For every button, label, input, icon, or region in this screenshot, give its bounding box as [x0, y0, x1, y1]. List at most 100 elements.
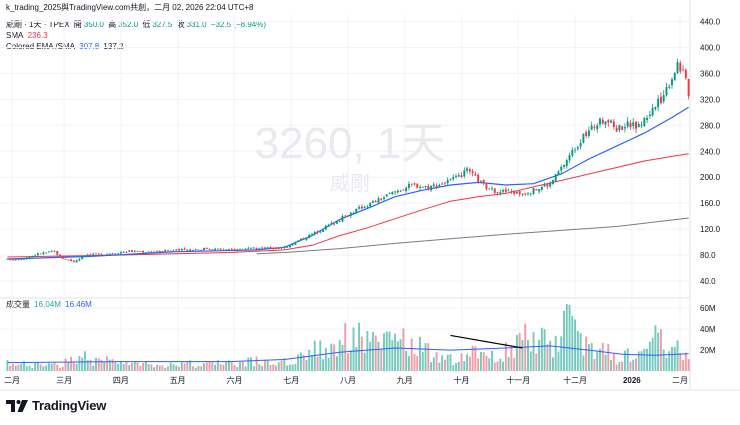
volume-bar [67, 361, 70, 371]
volume-bar [39, 364, 42, 371]
volume-bar [394, 333, 397, 371]
candle-body [6, 258, 9, 260]
time-tick-label: 十二月 [563, 375, 587, 385]
volume-bar [513, 357, 516, 371]
candle-body [128, 250, 131, 252]
volume-bar [283, 358, 286, 371]
volume-bar [155, 364, 158, 371]
volume-bar [460, 353, 463, 371]
candle-body [200, 249, 203, 251]
candle-body [529, 193, 532, 195]
volume-bar [515, 335, 518, 371]
volume-bar [180, 362, 183, 371]
volume-legend[interactable]: 成交量 16.04M 16.46M [6, 300, 94, 310]
volume-ma-line [7, 345, 689, 364]
candle-body [643, 118, 646, 127]
volume-bar [327, 357, 330, 371]
volume-bar [441, 355, 444, 371]
tradingview-logo-text: TradingView [32, 398, 107, 413]
volume-bar [214, 364, 217, 371]
time-tick-label: 2026 [623, 376, 641, 385]
volume-bar [535, 353, 538, 371]
candle-body [95, 253, 97, 255]
volume-bar [111, 359, 114, 371]
candle-body [574, 149, 577, 151]
volume-bar [407, 356, 410, 371]
candle-body [507, 190, 510, 192]
sma-legend[interactable]: SMA 236.3 [6, 31, 50, 41]
candle-body [352, 212, 355, 214]
candle-body [252, 247, 255, 249]
volume-bar [47, 363, 50, 371]
candle-body [515, 191, 518, 194]
volume-label: 成交量 [6, 300, 30, 309]
volume-bar [607, 343, 610, 371]
volume-bar [266, 360, 269, 371]
candle-body [648, 114, 651, 117]
volume-bar [587, 344, 590, 371]
sma-line [7, 153, 689, 258]
volume-bar [496, 361, 499, 371]
volume-bar [78, 356, 81, 371]
candle-body [172, 250, 175, 252]
volume-bar [86, 360, 89, 371]
candle-body [532, 187, 535, 194]
volume-bar [294, 364, 297, 371]
candle-body [604, 121, 607, 125]
candle-body [294, 241, 297, 245]
volume-bar [457, 362, 460, 371]
candle-body [599, 118, 601, 125]
candle-body [92, 253, 95, 255]
ema-legend[interactable]: Colored EMA /SMA 307.8 137.2 [6, 42, 125, 52]
candle-body [635, 121, 637, 129]
candle-body [205, 247, 208, 250]
candle-body [233, 249, 236, 251]
candle-body [659, 96, 662, 104]
candle-body [596, 125, 599, 130]
volume-bar [17, 364, 20, 371]
volume-bar [377, 341, 380, 371]
candle-body [258, 248, 261, 250]
high-label: 高 [108, 20, 117, 29]
tradingview-logo[interactable]: TradingView [6, 398, 106, 413]
volume-bar [383, 333, 385, 371]
time-tick-label: 六月 [226, 375, 242, 385]
symbol-label[interactable]: 威剛 · 1天 · TPEX [6, 20, 70, 29]
candle-body [139, 251, 142, 253]
change-value: −32.5 (−8.94%) [210, 20, 267, 29]
candle-body [371, 201, 374, 204]
candle-body [504, 189, 507, 192]
candle-body [565, 160, 568, 167]
candle-body [687, 79, 690, 97]
time-tick-label: 七月 [283, 376, 299, 385]
candle-body [305, 238, 308, 240]
candle-body [419, 187, 421, 188]
volume-bar [563, 310, 565, 371]
volume-bar [510, 345, 513, 371]
volume-bar [640, 351, 643, 371]
volume-bar [468, 356, 471, 371]
candle-body [446, 180, 449, 184]
volume-bar [626, 348, 629, 371]
volume-tick-label: 60M [700, 304, 716, 313]
candle-body [668, 86, 671, 88]
volume-bar [568, 304, 571, 371]
volume-bar [369, 341, 372, 371]
volume-value: 16.04M [34, 300, 61, 309]
axes[interactable]: 440.0 400.0 360.0 320.0 280.0 240.0 200.0 160.0… [4, 17, 721, 385]
candle-body [299, 238, 302, 241]
candle-body [100, 253, 103, 256]
candle-body [388, 193, 391, 195]
candle-body [180, 249, 183, 251]
candle-body [169, 250, 172, 252]
volume-bar [380, 349, 383, 371]
candle-body [31, 255, 34, 258]
volume-bar [668, 351, 671, 371]
volume-bar [358, 322, 361, 371]
volume-bar [479, 351, 482, 371]
volume-bar [471, 345, 474, 371]
candle-body [114, 253, 117, 255]
volume-bar [493, 362, 496, 371]
volume-bar [621, 361, 624, 371]
